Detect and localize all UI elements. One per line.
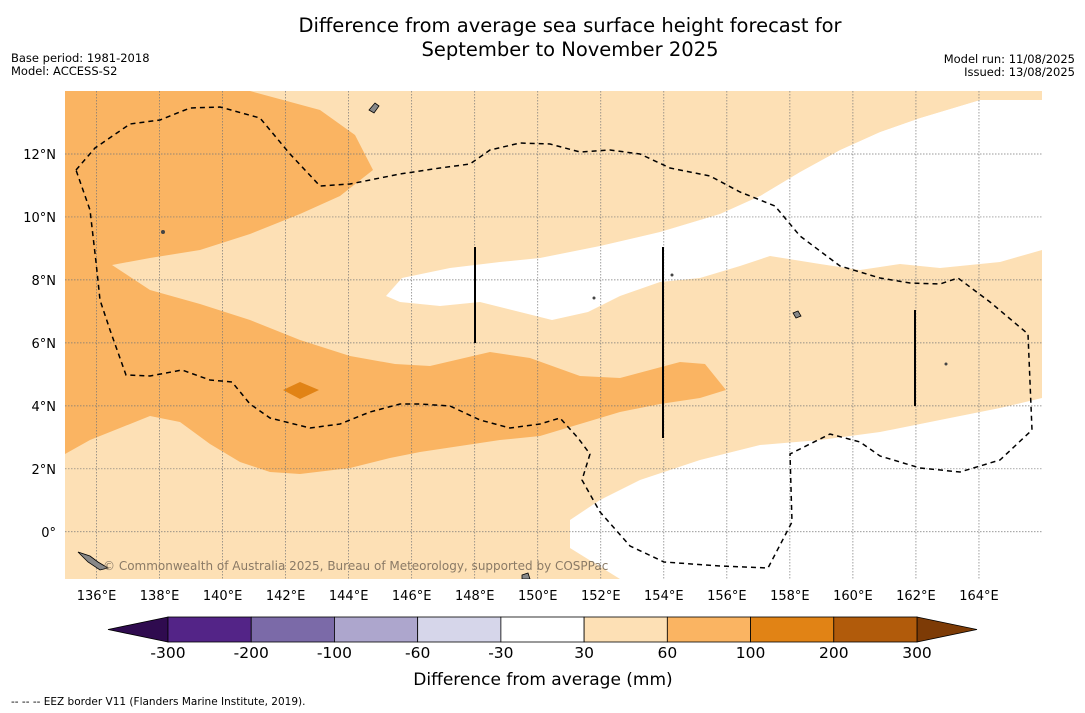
gridlines (65, 91, 1042, 579)
model-name: Model: ACCESS-S2 (11, 64, 118, 78)
lon-tick-label: 160°E (833, 589, 873, 604)
colorbar-extend-low (107, 616, 169, 643)
colorbar-segment (417, 616, 502, 643)
colorbar-segment (666, 616, 751, 643)
colorbar-tick-label: 60 (657, 644, 677, 662)
island (670, 273, 674, 277)
band-60-100-northwest (65, 91, 726, 474)
lon-tick-label: 142°E (266, 589, 306, 604)
lon-tick-label: 136°E (77, 589, 117, 604)
colorbar-tick-label: -200 (234, 644, 269, 662)
colorbar-tick-label: 100 (736, 644, 766, 662)
meta-right: Model run: 11/08/2025 Issued: 13/08/2025 (944, 53, 1075, 79)
colorbar-label: Difference from average (mm) (413, 670, 672, 690)
lon-tick-label: 164°E (959, 589, 999, 604)
lon-tick-label: 154°E (644, 589, 684, 604)
longitude-tick-labels: 136°E 138°E 140°E 142°E 144°E 146°E 148°E 150°E… (77, 589, 999, 604)
lat-tick-label: 4°N (32, 400, 57, 415)
colorbar-segment (500, 616, 585, 643)
colorbar-tick-label: 300 (902, 644, 932, 662)
footer-note: -- -- -- EEZ border V11 (Flanders Marine… (11, 696, 306, 708)
colorbar-segment (583, 616, 668, 643)
band-30-60-northeast (540, 91, 1042, 196)
band-below-30-north (386, 91, 1042, 320)
band-below-30-southeast (570, 398, 1042, 579)
band-100-200-patch (283, 382, 319, 399)
colorbar-extend-high (916, 616, 978, 643)
eez-border-north (75, 106, 1033, 569)
island (368, 102, 380, 114)
colorbar-tick-label: 30 (574, 644, 594, 662)
lat-tick-label: 6°N (32, 337, 57, 352)
island (944, 362, 948, 366)
lat-tick-label: 12°N (23, 148, 56, 163)
lon-tick-label: 140°E (203, 589, 243, 604)
lon-tick-label: 148°E (455, 589, 495, 604)
colorbar-tick-label: 200 (819, 644, 849, 662)
colorbar-segment (250, 616, 335, 643)
colorbar-tick-label: -60 (405, 644, 430, 662)
colorbar-tick-label: -100 (317, 644, 352, 662)
island (592, 296, 596, 300)
credit-text: © Commonwealth of Australia 2025, Bureau… (103, 559, 608, 573)
lat-tick-label: 10°N (23, 211, 56, 226)
lon-tick-label: 138°E (140, 589, 180, 604)
lon-tick-label: 152°E (581, 589, 621, 604)
chart-title: Difference from average sea surface heig… (0, 14, 1085, 62)
lon-tick-label: 144°E (329, 589, 369, 604)
colorbar-tick-label: -30 (488, 644, 513, 662)
lon-tick-label: 162°E (896, 589, 936, 604)
island (792, 310, 802, 319)
title-line-2: September to November 2025 (421, 38, 719, 61)
title-line-1: Difference from average sea surface heig… (298, 14, 842, 37)
colorbar: -300 -200 -100 -60 -30 30 60 100 200 300 (107, 616, 978, 662)
lat-tick-label: 2°N (32, 463, 57, 478)
colorbar-segment (334, 616, 419, 643)
latitude-tick-labels: 0° 2°N 4°N 6°N 8°N 10°N 12°N (23, 148, 56, 541)
issued-date: Issued: 13/08/2025 (964, 65, 1075, 79)
meta-left: Base period: 1981-2018 Model: ACCESS-S2 (11, 52, 150, 78)
lon-tick-label: 150°E (518, 589, 558, 604)
lon-tick-label: 146°E (392, 589, 432, 604)
map-area: © Commonwealth of Australia 2025, Bureau… (65, 91, 1042, 579)
colorbar-segment (167, 616, 252, 643)
island (521, 572, 531, 579)
colorbar-segment (750, 616, 835, 643)
lon-tick-label: 156°E (707, 589, 747, 604)
lon-tick-label: 158°E (770, 589, 810, 604)
island (77, 551, 110, 571)
colorbar-tick-label: -300 (150, 644, 185, 662)
base-period: Base period: 1981-2018 (11, 51, 150, 65)
island (161, 230, 165, 234)
model-run: Model run: 11/08/2025 (943, 52, 1075, 66)
colorbar-segment (833, 616, 918, 643)
lat-tick-label: 8°N (32, 274, 57, 289)
lat-tick-label: 0° (41, 526, 56, 541)
